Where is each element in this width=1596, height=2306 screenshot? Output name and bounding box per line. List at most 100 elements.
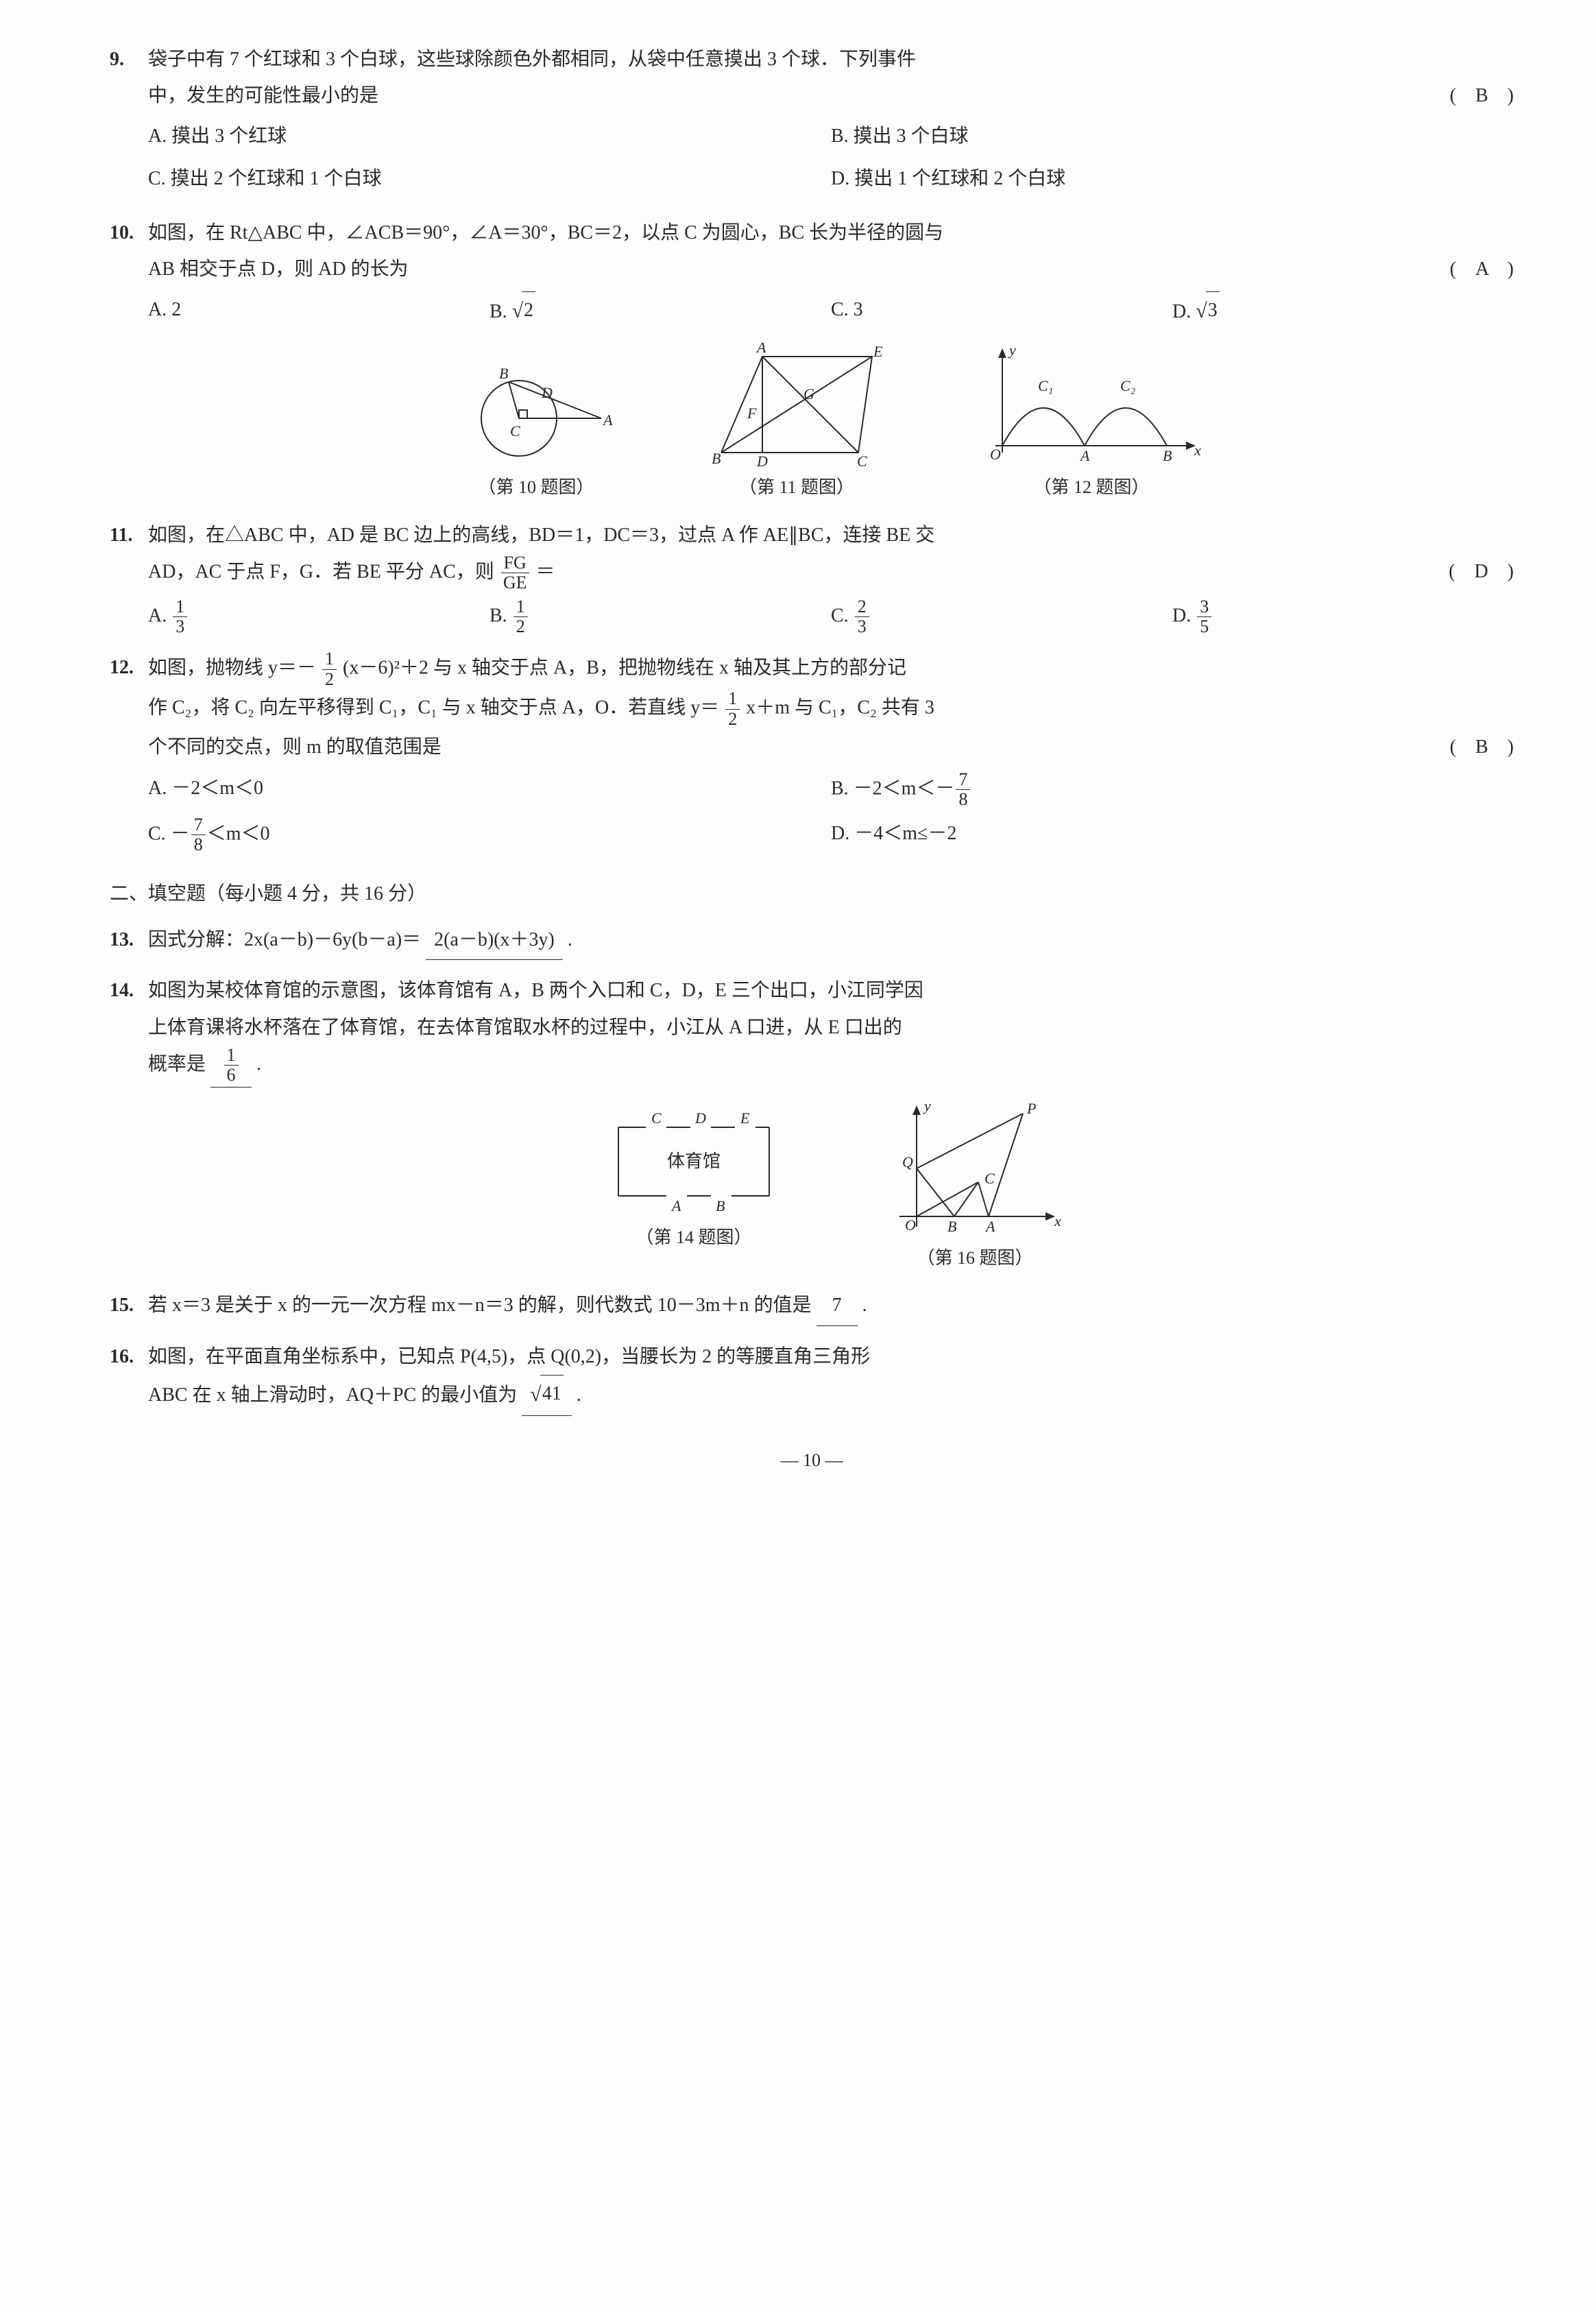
q10-optC: C. 3: [831, 291, 1172, 331]
q11-num: 11.: [110, 517, 148, 553]
q10-stem1: 如图，在 Rt△ABC 中，∠ACB＝90°，∠A＝30°，BC＝2，以点 C …: [148, 215, 1514, 251]
q16-num: 16.: [110, 1338, 148, 1375]
figure-11: A E G F B D C （第 11 题图）: [701, 343, 893, 504]
q12-num: 12.: [110, 649, 148, 686]
figure-10-caption: （第 10 题图）: [454, 470, 618, 504]
figure-16-caption: （第 16 题图）: [879, 1241, 1071, 1275]
q10-options: A. 2 B. √2 C. 3 D. √3: [148, 291, 1514, 331]
question-14: 14. 如图为某校体育馆的示意图，该体育馆有 A，B 两个入口和 C，D，E 三…: [110, 972, 1514, 1275]
q12-stem2: 作 C₂，将 C₂ 向左平移得到 C₁，C₁ 与 x 轴交于点 A，O．若直线 …: [148, 689, 1514, 729]
svg-text:x: x: [1194, 442, 1201, 459]
q14-blank: 16: [210, 1046, 252, 1088]
svg-text:A: A: [670, 1197, 681, 1214]
svg-text:A: A: [984, 1218, 995, 1235]
q9-num: 9.: [110, 41, 148, 77]
q12-stem1: 如图，抛物线 y＝－ 12 (x－6)²＋2 与 x 轴交于点 A，B，把抛物线…: [148, 649, 1514, 689]
q16-blank: √41: [522, 1375, 571, 1416]
figure-10: B D C A （第 10 题图）: [454, 343, 618, 504]
svg-text:F: F: [747, 405, 757, 422]
figure-14-svg: C D E A B 体育馆: [591, 1100, 797, 1216]
question-11: 11. 如图，在△ABC 中，AD 是 BC 边上的高线，BD＝1，DC＝3，过…: [110, 517, 1514, 638]
svg-text:A: A: [755, 343, 766, 356]
q9-stem2: 中，发生的可能性最小的是: [148, 77, 378, 114]
q11-optB: B. 12: [489, 597, 831, 637]
q12-optD: D. －4＜m≤－2: [831, 815, 1514, 855]
svg-text:A: A: [1079, 447, 1090, 464]
svg-text:B: B: [947, 1218, 956, 1235]
question-13: 13. 因式分解：2x(a－b)－6y(b－a)＝ 2(a－b)(x＋3y) .: [110, 922, 1514, 960]
question-12: 12. 如图，抛物线 y＝－ 12 (x－6)²＋2 与 x 轴交于点 A，B，…: [110, 649, 1514, 861]
q9-answer: ( B ): [1450, 77, 1514, 114]
q16-stem1: 如图，在平面直角坐标系中，已知点 P(4,5)，点 Q(0,2)，当腰长为 2 …: [148, 1338, 1514, 1375]
svg-text:B: B: [1163, 447, 1172, 464]
svg-text:E: E: [740, 1109, 750, 1127]
svg-text:C: C: [510, 422, 520, 440]
svg-text:A: A: [602, 411, 613, 429]
figure-12-caption: （第 12 题图）: [975, 470, 1208, 504]
q10-num: 10.: [110, 215, 148, 251]
q15-blank: 7: [817, 1287, 858, 1325]
figure-12: y C₁ C₂ O A B x （第 12 题图）: [975, 343, 1208, 504]
question-9: 9. 袋子中有 7 个红球和 3 个白球，这些球除颜色外都相同，从袋中任意摸出 …: [110, 41, 1514, 202]
svg-text:体育馆: 体育馆: [667, 1151, 721, 1171]
q13-stem: 因式分解：2x(a－b)－6y(b－a)＝: [148, 929, 421, 950]
q9-optD: D. 摸出 1 个红球和 2 个白球: [831, 160, 1514, 197]
figure-16-svg: y P Q C O B A x: [879, 1100, 1071, 1237]
q14-num: 14.: [110, 972, 148, 1009]
q13-blank: 2(a－b)(x＋3y): [426, 922, 563, 960]
q15-num: 15.: [110, 1287, 148, 1323]
q10-optA: A. 2: [148, 291, 489, 331]
svg-text:D: D: [756, 453, 768, 466]
q11-optA: A. 13: [148, 597, 489, 637]
q9-optC: C. 摸出 2 个红球和 1 个白球: [148, 160, 831, 197]
svg-text:Q: Q: [902, 1153, 913, 1170]
q12-optC: C. －78＜m＜0: [148, 815, 831, 855]
question-15: 15. 若 x＝3 是关于 x 的一元一次方程 mx－n＝3 的解，则代数式 1…: [110, 1287, 1514, 1325]
svg-text:D: D: [694, 1109, 706, 1127]
svg-text:C₂: C₂: [1120, 377, 1136, 394]
q9-optB: B. 摸出 3 个白球: [831, 118, 1514, 154]
svg-text:O: O: [990, 446, 1001, 463]
svg-text:C: C: [984, 1170, 995, 1187]
svg-text:G: G: [803, 385, 814, 403]
q10-answer: ( A ): [1450, 251, 1514, 287]
q10-optD: D. √3: [1172, 291, 1514, 331]
q9-options: A. 摸出 3 个红球 B. 摸出 3 个白球 C. 摸出 2 个红球和 1 个…: [148, 118, 1514, 202]
figure-14: C D E A B 体育馆 （第 14 题图）: [591, 1100, 797, 1275]
svg-text:C₁: C₁: [1038, 377, 1053, 394]
figure-16: y P Q C O B A x （第 16 题图）: [879, 1100, 1071, 1275]
figure-11-caption: （第 11 题图）: [701, 470, 893, 504]
svg-text:y: y: [1008, 343, 1016, 359]
q14-stem1: 如图为某校体育馆的示意图，该体育馆有 A，B 两个入口和 C，D，E 三个出口，…: [148, 972, 1514, 1009]
svg-text:C: C: [857, 453, 867, 466]
figure-14-caption: （第 14 题图）: [591, 1221, 797, 1254]
svg-text:D: D: [541, 384, 553, 401]
q14-stem2: 上体育课将水杯落在了体育馆，在去体育馆取水杯的过程中，小江从 A 口进，从 E …: [148, 1009, 1514, 1046]
q15-stem: 若 x＝3 是关于 x 的一元一次方程 mx－n＝3 的解，则代数式 10－3m…: [148, 1295, 812, 1316]
q11-stem2: AD，AC 于点 F，G．若 BE 平分 AC，则 FGGE ＝: [148, 553, 555, 593]
q11-optD: D. 35: [1172, 597, 1514, 637]
svg-text:B: B: [499, 365, 508, 382]
q9-optA: A. 摸出 3 个红球: [148, 118, 831, 154]
svg-text:B: B: [712, 450, 721, 466]
figure-11-svg: A E G F B D C: [701, 343, 893, 466]
question-10: 10. 如图，在 Rt△ABC 中，∠ACB＝90°，∠A＝30°，BC＝2，以…: [110, 215, 1514, 505]
q11-options: A. 13 B. 12 C. 23 D. 35: [148, 597, 1514, 637]
section-2-heading: 二、填空题（每小题 4 分，共 16 分）: [110, 876, 1514, 912]
q14-stem3: 概率是 16 .: [148, 1046, 1514, 1088]
question-16: 16. 如图，在平面直角坐标系中，已知点 P(4,5)，点 Q(0,2)，当腰长…: [110, 1338, 1514, 1416]
q11-stem1: 如图，在△ABC 中，AD 是 BC 边上的高线，BD＝1，DC＝3，过点 A …: [148, 517, 1514, 553]
svg-text:O: O: [905, 1216, 916, 1234]
figure-10-svg: B D C A: [454, 343, 618, 466]
q12-optA: A. －2＜m＜0: [148, 770, 831, 810]
q12-optB: B. －2＜m＜－78: [831, 770, 1514, 810]
svg-text:y: y: [923, 1100, 931, 1114]
figure-12-svg: y C₁ C₂ O A B x: [975, 343, 1208, 466]
q12-options: A. －2＜m＜0 B. －2＜m＜－78 C. －78＜m＜0 D. －4＜m…: [148, 770, 1514, 861]
figure-row-14-16: C D E A B 体育馆 （第 14 题图）: [148, 1100, 1514, 1275]
figure-row-10-11-12: B D C A （第 10 题图） A E G: [148, 343, 1514, 504]
q9-stem1: 袋子中有 7 个红球和 3 个白球，这些球除颜色外都相同，从袋中任意摸出 3 个…: [148, 41, 1514, 77]
svg-text:E: E: [873, 343, 883, 360]
svg-text:x: x: [1054, 1212, 1061, 1229]
svg-text:P: P: [1026, 1100, 1036, 1117]
